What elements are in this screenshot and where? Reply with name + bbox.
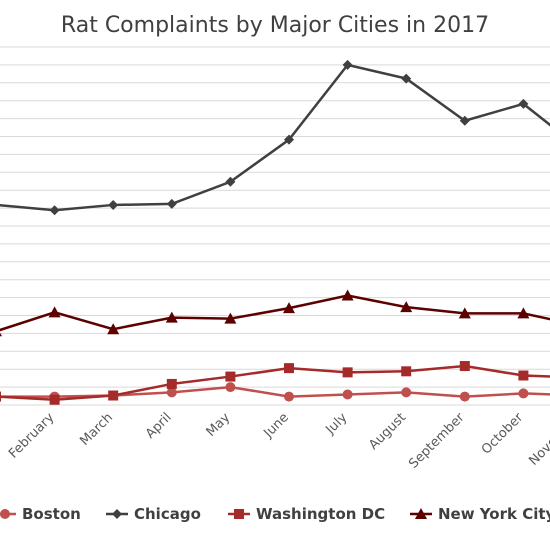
data-point-washington-dc: [49, 394, 60, 405]
series-washington-dc: [0, 361, 550, 405]
data-point-boston: [284, 391, 294, 402]
data-point-boston: [166, 387, 177, 398]
data-point-new-york-city: [224, 312, 237, 324]
data-point-washington-dc: [166, 378, 177, 389]
x-tick-label: March: [77, 410, 116, 449]
legend-item-washington-dc: Washington DC: [228, 505, 385, 523]
series-lines: [0, 59, 550, 405]
data-point-boston: [459, 391, 470, 402]
legend-marker: [0, 509, 10, 519]
legend-marker: [415, 508, 427, 519]
legend: Boston Chicago Washington DC New York City: [0, 505, 550, 523]
x-tick-label: May: [204, 410, 234, 440]
data-point-boston: [342, 389, 353, 400]
series-line-chicago: [0, 63, 550, 212]
data-point-washington-dc: [284, 363, 294, 374]
legend-item-chicago: Chicago: [106, 505, 201, 523]
legend-label: Chicago: [134, 505, 201, 523]
legend-label: Boston: [22, 505, 81, 523]
data-point-washington-dc: [459, 361, 470, 372]
data-point-boston: [518, 388, 529, 399]
legend-marker: [234, 509, 244, 519]
series-new-york-city: [0, 289, 550, 337]
x-tick-label: October: [479, 410, 527, 458]
data-point-new-york-city: [107, 323, 120, 335]
legend-item-boston: Boston: [0, 505, 81, 523]
data-point-chicago: [225, 176, 236, 187]
x-tick-label: April: [143, 410, 175, 442]
data-point-chicago: [342, 59, 353, 70]
data-point-washington-dc: [518, 370, 529, 381]
data-point-chicago: [401, 73, 412, 84]
data-point-new-york-city: [517, 307, 530, 319]
data-point-washington-dc: [401, 366, 412, 377]
data-point-chicago: [284, 134, 294, 145]
data-point-chicago: [108, 199, 119, 210]
x-tick-label: August: [366, 410, 409, 453]
data-point-chicago: [166, 198, 177, 209]
legend-label: Washington DC: [256, 505, 385, 523]
data-point-new-york-city: [458, 307, 471, 319]
x-tick-label: February: [6, 410, 58, 462]
chart-title: Rat Complaints by Major Cities in 2017: [61, 13, 489, 38]
data-point-washington-dc: [0, 391, 1, 402]
series-chicago: [0, 59, 550, 216]
x-tick-labels: JanuaryFebruaryMarchAprilMayJuneJulyAugu…: [6, 410, 550, 472]
data-point-new-york-city: [165, 311, 178, 323]
data-point-boston: [225, 382, 236, 393]
data-point-chicago: [49, 205, 60, 216]
data-point-new-york-city: [400, 301, 413, 313]
legend-item-new-york-city: New York City: [410, 505, 550, 523]
x-tick-label: November: [526, 410, 550, 469]
data-point-boston: [401, 387, 412, 398]
data-point-washington-dc: [108, 390, 119, 401]
x-tick-label: September: [406, 410, 468, 472]
data-point-new-york-city: [48, 306, 61, 318]
grid-lines: [0, 46, 550, 406]
data-point-new-york-city: [0, 332, 2, 337]
legend-marker: [112, 509, 122, 519]
data-point-chicago: [0, 203, 1, 206]
data-point-chicago: [518, 98, 529, 109]
data-point-chicago: [459, 115, 470, 126]
data-point-new-york-city: [283, 302, 295, 314]
data-point-new-york-city: [341, 289, 354, 301]
x-tick-label: June: [260, 410, 291, 441]
data-point-washington-dc: [225, 371, 236, 382]
legend-label: New York City: [438, 505, 550, 523]
x-tick-label: July: [323, 410, 351, 438]
data-point-washington-dc: [342, 367, 353, 378]
